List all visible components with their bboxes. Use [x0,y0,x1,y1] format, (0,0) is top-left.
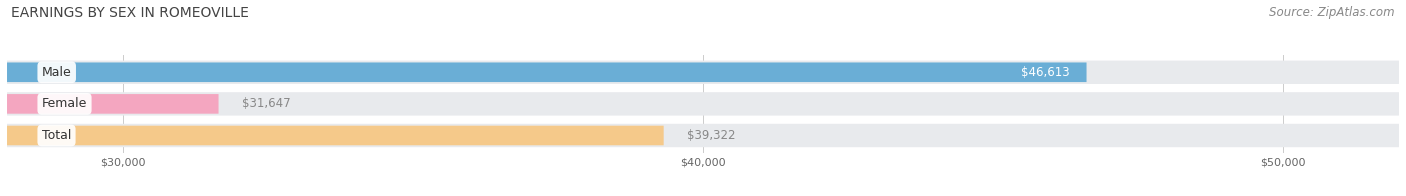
Text: Female: Female [42,97,87,110]
FancyBboxPatch shape [7,92,1399,116]
FancyBboxPatch shape [7,94,218,114]
FancyBboxPatch shape [7,124,1399,147]
Text: $46,613: $46,613 [1021,66,1069,79]
Text: $31,647: $31,647 [242,97,291,110]
FancyBboxPatch shape [7,126,664,145]
Text: Source: ZipAtlas.com: Source: ZipAtlas.com [1270,6,1395,19]
FancyBboxPatch shape [7,61,1399,84]
FancyBboxPatch shape [7,63,1087,82]
Text: Total: Total [42,129,72,142]
Text: EARNINGS BY SEX IN ROMEOVILLE: EARNINGS BY SEX IN ROMEOVILLE [11,6,249,20]
Text: $39,322: $39,322 [688,129,735,142]
Text: Male: Male [42,66,72,79]
